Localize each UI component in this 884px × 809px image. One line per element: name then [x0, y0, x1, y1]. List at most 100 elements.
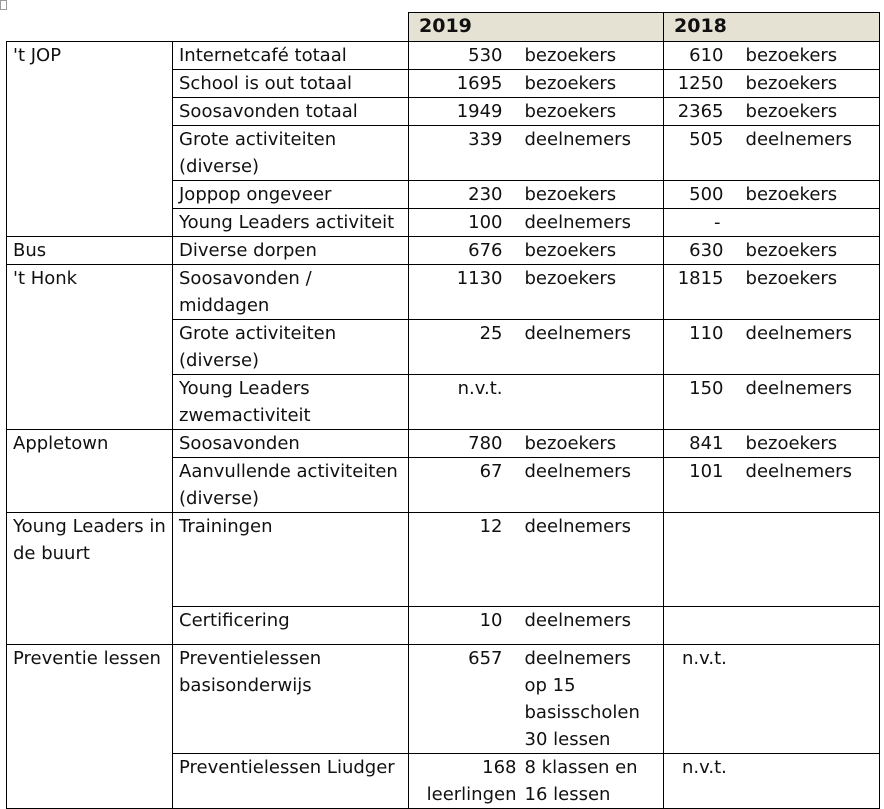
unit-2019: bezoekers	[522, 264, 665, 320]
year-header-2019: 2019	[407, 12, 665, 42]
window-corner-marker	[0, 0, 7, 10]
value-2018: 1250	[663, 69, 744, 98]
unit-2019: deelnemers	[522, 457, 665, 513]
activity-cell: Preventielessen Liudger	[172, 753, 409, 809]
year-header-2018: 2018	[663, 12, 881, 42]
table-row: Young Leaders zwemactiviteit n.v.t. 150 …	[7, 374, 881, 430]
unit-2019: deelnemers	[522, 125, 665, 181]
unit-2018: bezoekers	[743, 41, 881, 70]
value-2018: 841	[663, 429, 744, 458]
table-row: Grote activiteiten (diverse) 339 deelnem…	[7, 125, 881, 181]
value-2018: 150	[663, 374, 744, 430]
value-2019: 1130	[408, 264, 523, 320]
value-2019: 339	[408, 125, 523, 181]
value-2018: 610	[663, 41, 744, 70]
unit-2019: deelnemers	[522, 606, 665, 645]
unit-2018: bezoekers	[743, 97, 881, 126]
unit-2018: bezoekers	[743, 236, 881, 265]
value-2019: n.v.t.	[408, 374, 523, 430]
value-2018	[663, 606, 881, 645]
category-cell: Bus	[6, 236, 173, 265]
table-row: Joppop ongeveer 230 bezoekers 500 bezoek…	[7, 180, 881, 209]
unit-2019: bezoekers	[522, 236, 665, 265]
unit-2018: deelnemers	[743, 319, 881, 375]
unit-2019: deelnemers op 15 basisscholen 30 lessen	[522, 644, 665, 754]
value-2019: 25	[408, 319, 523, 375]
activity-cell: Young Leaders zwemactiviteit	[172, 374, 409, 430]
table-row: Preventie lessen Preventielessen basison…	[6, 644, 881, 809]
value-2018: n.v.t.	[663, 644, 881, 754]
table-row: Grote activiteiten (diverse) 25 deelneme…	[7, 319, 881, 375]
value-2018: 101	[663, 457, 744, 513]
value-2018: 500	[663, 180, 744, 209]
value-2019: 12	[408, 512, 523, 607]
unit-2019: deelnemers	[522, 319, 665, 375]
table-row: Preventielessen Liudger 168 leerlingen 8…	[7, 753, 881, 809]
category-cell: 't Honk	[6, 264, 173, 430]
value-2018: 505	[663, 125, 744, 181]
value-2019: 67	[408, 457, 523, 513]
unit-2019: deelnemers	[522, 512, 665, 607]
unit-2018: bezoekers	[743, 180, 881, 209]
table-row: 't Honk Soosavonden / middagen 1130 bezo…	[6, 264, 881, 430]
activity-cell: Young Leaders activiteit	[172, 208, 409, 237]
unit-2019: bezoekers	[522, 429, 665, 458]
value-2019: 1695	[408, 69, 523, 98]
table-row: Young Leaders activiteit 100 deelnemers …	[7, 208, 881, 237]
header-row: 2019 2018	[6, 12, 881, 42]
table-row: Aanvullende activiteiten (diverse) 67 de…	[7, 457, 881, 513]
unit-2019: bezoekers	[522, 180, 665, 209]
activity-cell: Certificering	[172, 606, 409, 645]
activity-cell: Aanvullende activiteiten (diverse)	[172, 457, 409, 513]
value-2019: 230	[408, 180, 523, 209]
table-row: Young Leaders in de buurt Trainingen 12 …	[6, 512, 881, 645]
category-cell: Appletown	[6, 429, 173, 513]
activity-cell: School is out totaal	[172, 69, 409, 98]
value-2018: 110	[663, 319, 744, 375]
value-2018: n.v.t.	[663, 753, 881, 809]
activity-cell: Grote activiteiten (diverse)	[172, 319, 409, 375]
unit-2018: deelnemers	[743, 374, 881, 430]
category-cell: 't JOP	[6, 41, 173, 237]
unit-2018: deelnemers	[743, 457, 881, 513]
unit-2018: bezoekers	[743, 264, 881, 320]
unit-2018: bezoekers	[743, 69, 881, 98]
table-row: Appletown Soosavonden 780 bezoekers 841 …	[6, 429, 881, 513]
table-row: Soosavonden totaal 1949 bezoekers 2365 b…	[7, 97, 881, 126]
header-spacer	[6, 12, 409, 42]
activity-cell: Soosavonden / middagen	[172, 264, 409, 320]
value-2019: 1949	[408, 97, 523, 126]
table-row: Bus Diverse dorpen 676 bezoekers 630 bez…	[6, 236, 881, 265]
unit-2019: bezoekers	[522, 97, 665, 126]
unit-2019: bezoekers	[522, 41, 665, 70]
unit-2019: bezoekers	[522, 69, 665, 98]
unit-2019: 8 klassen en 16 lessen	[522, 753, 665, 809]
unit-2019	[522, 374, 665, 430]
value-2018: 2365	[663, 97, 744, 126]
activity-cell: Trainingen	[172, 512, 409, 607]
value-2019: 10	[408, 606, 523, 645]
activity-cell: Soosavonden totaal	[172, 97, 409, 126]
value-2018: 630	[663, 236, 744, 265]
activity-cell: Joppop ongeveer	[172, 180, 409, 209]
activity-cell: Diverse dorpen	[172, 236, 409, 265]
activity-cell: Internetcafé totaal	[172, 41, 409, 70]
unit-2018: deelnemers	[743, 125, 881, 181]
activity-cell: Soosavonden	[172, 429, 409, 458]
value-2019: 168 leerlingen	[408, 753, 523, 809]
value-2018: -	[663, 208, 881, 237]
value-2019: 530	[408, 41, 523, 70]
value-2019: 676	[408, 236, 523, 265]
unit-2019: deelnemers	[522, 208, 665, 237]
table-row: 't JOP Internetcafé totaal 530 bezoekers…	[6, 41, 881, 237]
attendance-table: 2019 2018 't JOP Internetcafé totaal 530…	[6, 12, 881, 809]
category-cell: Preventie lessen	[6, 644, 173, 809]
activity-cell: Preventielessen basisonderwijs	[172, 644, 409, 754]
value-2018: 1815	[663, 264, 744, 320]
value-2019: 780	[408, 429, 523, 458]
value-2019: 100	[408, 208, 523, 237]
unit-2018: bezoekers	[743, 429, 881, 458]
activity-cell: Grote activiteiten (diverse)	[172, 125, 409, 181]
category-cell: Young Leaders in de buurt	[6, 512, 173, 645]
value-2019: 657	[408, 644, 523, 754]
